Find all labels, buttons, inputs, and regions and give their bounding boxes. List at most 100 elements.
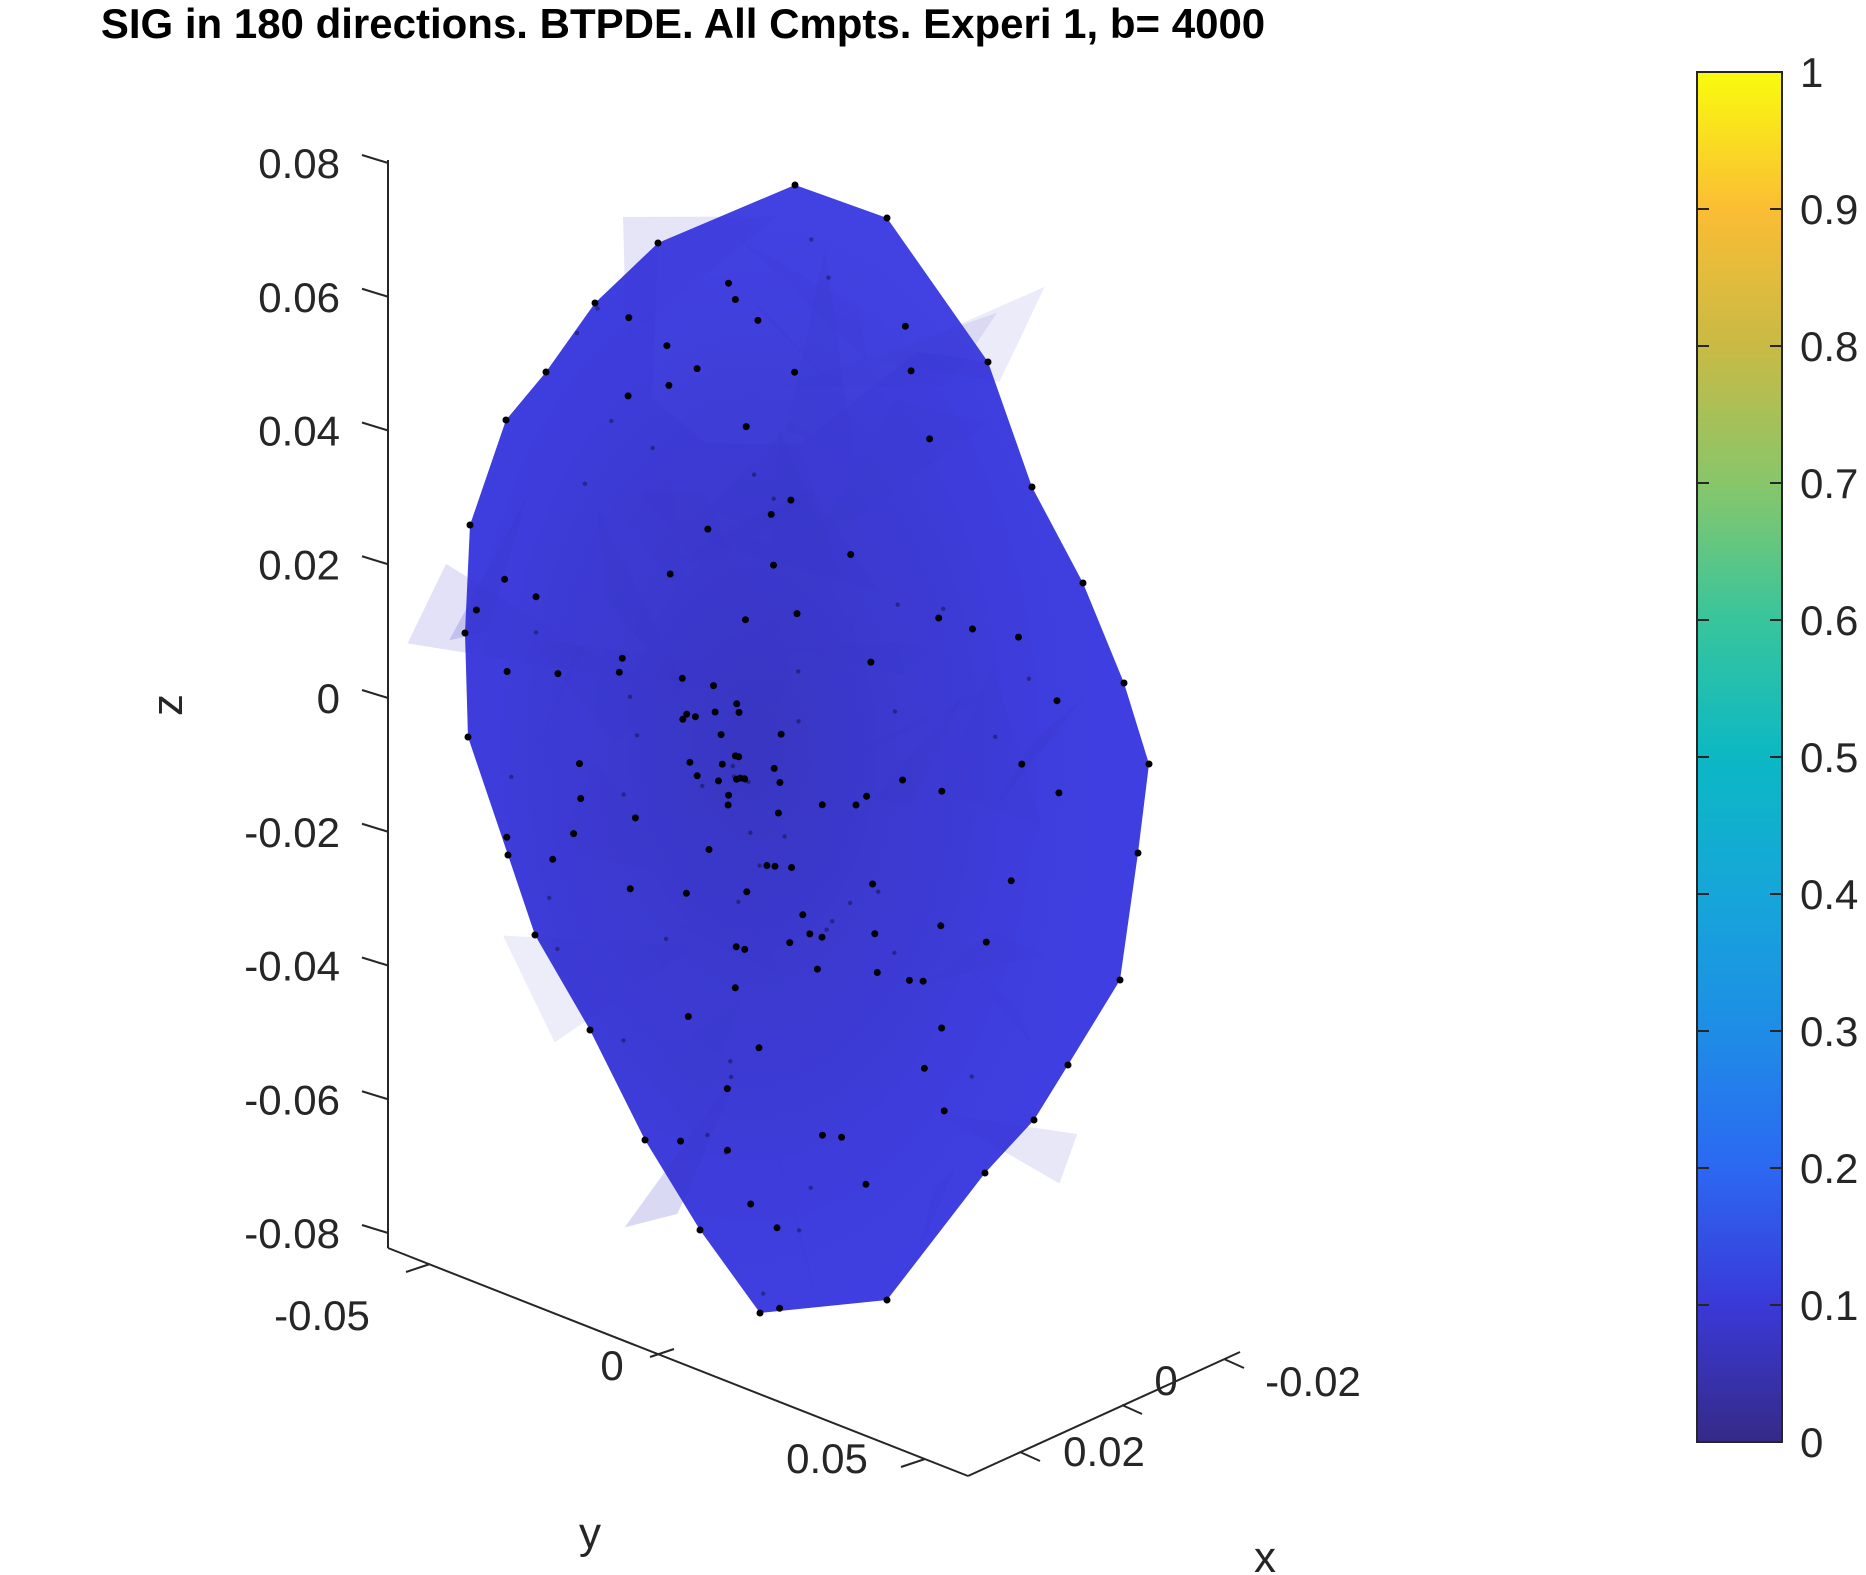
data-point	[591, 299, 599, 307]
data-point	[747, 1200, 755, 1208]
data-point	[621, 792, 626, 797]
data-point	[848, 900, 853, 906]
data-point	[724, 801, 732, 809]
data-point	[609, 418, 614, 424]
data-point	[577, 795, 585, 802]
data-point	[876, 889, 881, 894]
surface-facet	[781, 312, 997, 387]
data-point	[883, 1296, 891, 1304]
x-tick-mark	[1121, 1404, 1143, 1415]
data-point	[677, 1137, 685, 1145]
data-point	[796, 1228, 802, 1233]
data-point	[806, 930, 814, 938]
y-tick-mark	[649, 1348, 675, 1358]
colorbar-tick-label: 0.1	[1800, 1282, 1858, 1329]
data-point	[969, 625, 976, 633]
z-tick-mark	[361, 287, 389, 298]
data-point	[777, 730, 785, 738]
chart-title: SIG in 180 directions. BTPDE. All Cmpts.…	[101, 0, 1265, 47]
surface-facet	[737, 237, 867, 360]
data-point	[937, 922, 945, 930]
surface-facet	[553, 764, 695, 878]
surface	[407, 181, 1153, 1317]
data-point	[770, 764, 778, 772]
data-point	[691, 713, 699, 721]
y-tick-label: 0.05	[786, 1435, 868, 1482]
surface-shade	[465, 185, 1149, 1313]
data-point	[576, 760, 583, 768]
z-tick-mark	[361, 689, 389, 699]
surface-facet	[531, 640, 587, 764]
data-point	[771, 496, 776, 501]
data-point	[501, 575, 509, 583]
data-point	[767, 510, 775, 518]
surface-facet	[937, 1113, 1078, 1184]
data-point	[705, 846, 713, 853]
colorbar-tick-label: 0.2	[1800, 1145, 1858, 1192]
z-tick-label: 0.02	[258, 541, 340, 588]
data-point	[741, 945, 749, 953]
surface-facet	[752, 303, 838, 391]
data-point	[504, 851, 512, 859]
colorbar: 0 0.1 0.2 0.3 0.4 0.5 0.6 0.7 0.8 0.9 1	[1696, 49, 1858, 1466]
data-point	[938, 1024, 946, 1032]
data-point	[793, 610, 801, 618]
data-point	[547, 895, 552, 900]
data-point	[863, 792, 871, 800]
data-point	[756, 1309, 764, 1317]
data-point	[838, 1133, 846, 1141]
data-point	[704, 525, 712, 533]
data-point	[728, 1074, 734, 1080]
data-point	[847, 551, 855, 558]
data-point	[746, 779, 751, 785]
data-point	[736, 899, 741, 904]
surface-facet	[926, 930, 1044, 983]
data-point	[574, 330, 580, 336]
data-point	[1120, 679, 1128, 687]
data-point	[940, 1107, 948, 1115]
surface-facet	[770, 1130, 816, 1297]
data-point	[1064, 1061, 1072, 1069]
data-point	[920, 1064, 928, 1072]
data-point	[733, 700, 741, 708]
surface-facet	[449, 494, 528, 641]
data-point	[554, 670, 562, 678]
data-point	[1030, 1116, 1038, 1124]
z-tick-mark	[361, 154, 389, 164]
data-point	[763, 862, 771, 869]
data-point	[824, 927, 829, 932]
surface-facet	[611, 759, 729, 840]
data-point	[809, 237, 814, 242]
data-point	[650, 445, 655, 451]
colorbar-tick-label: 0.9	[1800, 186, 1858, 233]
data-point	[549, 855, 557, 863]
data-point	[723, 1085, 731, 1093]
z-axis-label: z	[143, 694, 192, 716]
surface-facet	[640, 492, 792, 676]
x-axis-line	[967, 1351, 1241, 1477]
data-point	[873, 969, 881, 976]
data-point	[883, 214, 891, 222]
data-point	[901, 322, 909, 330]
data-point	[723, 1150, 728, 1155]
data-point	[1018, 760, 1026, 768]
data-point	[555, 946, 560, 952]
data-point	[791, 181, 799, 189]
y-tick-mark	[900, 1458, 926, 1468]
data-point	[624, 392, 632, 400]
surface-facet	[993, 696, 1085, 811]
data-point	[586, 1026, 594, 1034]
data-point	[751, 472, 757, 477]
z-tick-mark	[361, 555, 389, 566]
data-point	[754, 316, 762, 324]
x-tick-label: -0.02	[1265, 1358, 1361, 1405]
data-point	[776, 1304, 784, 1312]
surface-facet	[786, 640, 947, 675]
data-point	[796, 719, 801, 724]
data-point	[1007, 877, 1015, 885]
data-point	[776, 779, 784, 786]
data-point	[710, 682, 717, 690]
data-point	[867, 658, 875, 666]
x-tick-label: 0	[1154, 1357, 1177, 1404]
